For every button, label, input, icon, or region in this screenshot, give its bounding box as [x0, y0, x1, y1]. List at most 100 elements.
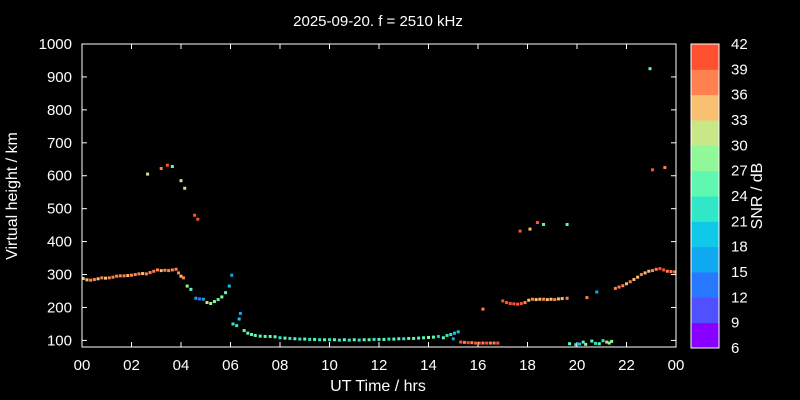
- data-point: [179, 274, 183, 278]
- data-point: [250, 332, 254, 336]
- data-point: [669, 270, 673, 274]
- data-point: [337, 338, 341, 342]
- x-tick-label: 08: [272, 357, 289, 374]
- data-point: [231, 322, 235, 326]
- data-point: [372, 337, 376, 341]
- data-point: [209, 302, 213, 306]
- colorbar-swatch: [691, 322, 719, 349]
- data-point: [144, 272, 148, 276]
- y-tick-label: 700: [47, 135, 72, 152]
- colorbar-label: SNR / dB: [749, 163, 766, 230]
- data-point: [263, 334, 267, 338]
- chart-title: 2025-09-20. f = 2510 kHz: [293, 13, 463, 30]
- data-point: [481, 341, 485, 345]
- data-point: [565, 296, 569, 300]
- y-tick-label: 400: [47, 234, 72, 251]
- data-point: [367, 338, 371, 342]
- data-point: [382, 337, 386, 341]
- data-point: [456, 330, 460, 334]
- data-point: [224, 291, 228, 295]
- x-tick-label: 20: [569, 357, 586, 374]
- data-point: [159, 269, 163, 273]
- data-point: [387, 337, 391, 341]
- y-tick-label: 600: [47, 168, 72, 185]
- data-point: [407, 336, 411, 340]
- data-point: [152, 269, 156, 273]
- x-tick-label: 16: [470, 357, 487, 374]
- data-point: [357, 338, 361, 342]
- data-point: [278, 336, 282, 340]
- data-point: [530, 297, 534, 301]
- data-point: [235, 324, 239, 328]
- data-point: [216, 298, 220, 302]
- data-point: [130, 273, 133, 277]
- data-point: [508, 302, 512, 306]
- data-point: [313, 337, 317, 341]
- data-point: [89, 278, 93, 282]
- x-tick-label: 10: [321, 357, 338, 374]
- data-point: [189, 287, 193, 291]
- data-point: [258, 334, 262, 338]
- data-point: [538, 297, 542, 301]
- data-point: [167, 269, 171, 273]
- data-point: [212, 300, 216, 304]
- colorbar-tick-label: 30: [731, 137, 748, 154]
- data-point: [347, 338, 351, 342]
- colorbar-tick-label: 9: [731, 315, 739, 332]
- data-point: [621, 284, 625, 288]
- colorbar-tick-label: 6: [731, 340, 739, 357]
- data-point: [650, 269, 654, 273]
- data-point: [92, 277, 96, 281]
- colorbar-tick-label: 21: [731, 213, 748, 230]
- data-point: [632, 277, 636, 281]
- colorbar-tick-label: 36: [731, 87, 748, 104]
- data-point: [565, 222, 569, 226]
- data-point: [342, 338, 346, 342]
- data-point: [470, 341, 474, 345]
- data-point: [556, 297, 560, 301]
- data-point: [501, 299, 505, 303]
- x-tick-label: 06: [222, 357, 239, 374]
- data-point: [122, 274, 126, 278]
- data-point: [597, 342, 601, 346]
- colorbar-swatch: [691, 120, 719, 146]
- data-point: [574, 343, 578, 347]
- colorbar-swatch: [691, 246, 719, 273]
- colorbar-tick-label: 33: [731, 112, 748, 129]
- data-point: [352, 338, 356, 342]
- colorbar-swatch: [691, 94, 719, 121]
- colorbar-tick-label: 27: [731, 163, 748, 180]
- data-point: [542, 297, 546, 301]
- colorbar-frame: [690, 43, 720, 349]
- data-point: [148, 271, 152, 275]
- data-point: [174, 267, 178, 271]
- data-point: [141, 272, 145, 276]
- data-point: [118, 274, 122, 278]
- data-point: [417, 336, 421, 340]
- data-point: [590, 339, 594, 343]
- data-point: [474, 341, 478, 345]
- data-point: [196, 217, 200, 221]
- data-point: [100, 276, 104, 280]
- data-points: [81, 67, 677, 347]
- colorbar-swatch: [691, 44, 719, 70]
- data-point: [650, 168, 654, 172]
- data-point: [227, 284, 231, 288]
- x-axis-label: UT Time / hrs: [330, 378, 426, 395]
- data-point: [159, 166, 163, 170]
- data-point: [177, 271, 181, 275]
- data-point: [639, 273, 643, 277]
- data-point: [647, 269, 651, 273]
- data-point: [636, 275, 640, 279]
- data-point: [111, 275, 115, 279]
- data-point: [528, 227, 532, 231]
- y-tick-label: 300: [47, 267, 72, 284]
- data-point: [485, 341, 489, 345]
- colorbar-tick-label: 18: [731, 239, 748, 256]
- data-point: [568, 342, 572, 346]
- data-point: [85, 278, 89, 282]
- data-point: [115, 274, 119, 278]
- data-point: [298, 337, 302, 341]
- data-point: [605, 340, 609, 344]
